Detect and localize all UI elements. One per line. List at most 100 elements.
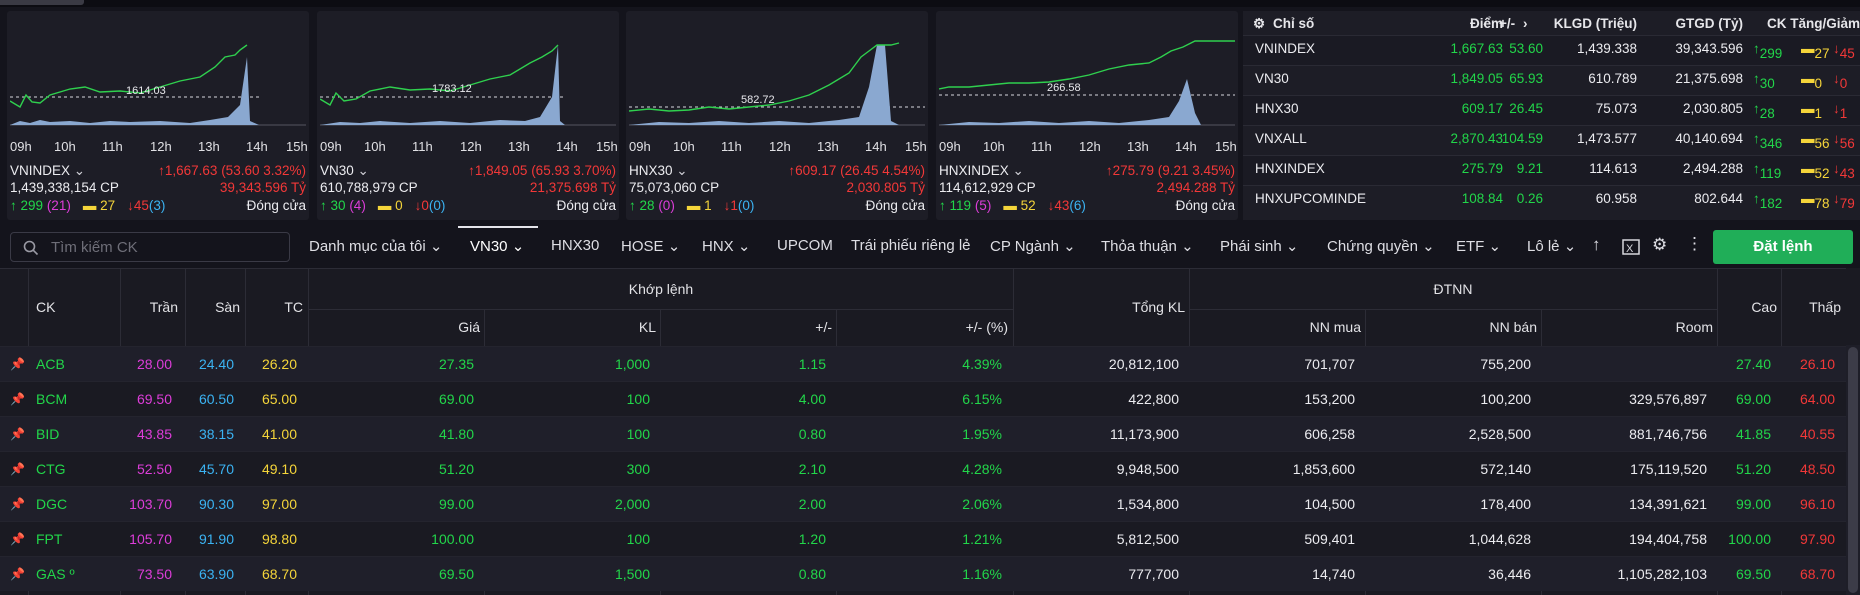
gear-icon[interactable]: ⚙ xyxy=(1652,235,1668,254)
pin-icon[interactable]: 📌 xyxy=(10,532,25,546)
index-table-header: ⚙ Chỉ số Điểm ‹ +/- › KLGD (Triệu) GTGD … xyxy=(1253,16,1860,31)
intraday-chart: 1783.12 xyxy=(320,44,616,126)
col-cao[interactable]: Cao xyxy=(1751,299,1777,315)
pin-icon[interactable]: 📌 xyxy=(10,567,25,581)
col-tran[interactable]: Trần xyxy=(149,299,178,315)
price-board: CK Trần Sàn TC Khớp lệnh Giá KL +/- +/- … xyxy=(0,268,1860,595)
index-row[interactable]: HNXINDEX 275.79 9.21 114.613 2,494.288 ↑ 119 ▬… xyxy=(1243,155,1860,185)
cell-thap: 68.70 xyxy=(1799,566,1835,582)
tab-etf[interactable]: ETF ⌄ xyxy=(1456,238,1502,255)
card-value: 2,494.288 Tỷ xyxy=(1156,180,1235,195)
table-row[interactable]: 📌 GAS º 73.50 63.90 68.70 69.50 1,500 0.80 1.16%… xyxy=(0,556,1846,591)
chevron-down-icon[interactable]: ⌄ xyxy=(676,163,688,178)
time-axis: 09h 10h 11h 12h 13h 14h 15h xyxy=(629,139,927,154)
tab-thoa-thuan[interactable]: Thỏa thuận ⌄ xyxy=(1101,238,1194,255)
tab-lo-le[interactable]: Lô lẻ ⌄ xyxy=(1527,238,1577,255)
index-gtgd: 21,375.698 xyxy=(1675,71,1743,86)
tab-phai-sinh[interactable]: Phái sinh ⌄ xyxy=(1220,238,1299,255)
svg-text:1783.12: 1783.12 xyxy=(432,83,472,95)
more-vertical-icon[interactable]: ⋮ xyxy=(1686,234,1703,253)
index-card-vn30[interactable]: 1783.12 09h 10h 11h 12h 13h 14h 15h VN30 ⌄ ↑1,8… xyxy=(317,11,619,220)
scrollbar-thumb[interactable] xyxy=(1848,347,1858,593)
cell-gia: 51.20 xyxy=(438,461,474,477)
col-gia[interactable]: Giá xyxy=(458,319,480,335)
index-row[interactable]: HNXUPCOMINDE 108.84 0.26 60.958 802.644 ↑ 182… xyxy=(1243,185,1860,215)
col-nn-ban[interactable]: NN bán xyxy=(1489,319,1537,335)
col-nn-mua[interactable]: NN mua xyxy=(1309,319,1361,335)
col-san[interactable]: Sàn xyxy=(215,299,240,315)
table-row[interactable]: 📌 BID 43.85 38.15 41.00 41.80 100 0.80 1.95% 11,1… xyxy=(0,416,1846,451)
time-axis: 09h 10h 11h 12h 13h 14h 15h xyxy=(10,139,308,154)
excel-icon[interactable]: X xyxy=(1622,238,1640,256)
col-ck[interactable]: CK xyxy=(36,299,56,315)
tab-danh-muc[interactable]: Danh mục của tôi ⌄ xyxy=(309,238,443,255)
col-tong-kl[interactable]: Tổng KL xyxy=(1132,299,1185,315)
cell-tc: 97.00 xyxy=(261,496,297,512)
cell-gia: 27.35 xyxy=(438,356,474,372)
cell-gia: 41.80 xyxy=(438,426,474,442)
index-row[interactable]: VN30 1,849.05 65.93 610.789 21,375.698 ↑ 30 ▬ … xyxy=(1243,65,1860,95)
pin-icon[interactable]: 📌 xyxy=(10,392,25,406)
cell-pct: 4.28% xyxy=(962,461,1002,477)
index-up-count: ↑ 119 xyxy=(1753,161,1782,181)
chevron-right-icon[interactable]: › xyxy=(1523,16,1528,31)
table-row[interactable]: 📌 CTG 52.50 45.70 49.10 51.20 300 2.10 4.28% 9,94… xyxy=(0,451,1846,486)
col-kl[interactable]: KL xyxy=(638,319,656,335)
tab-cp-nganh[interactable]: CP Ngành ⌄ xyxy=(990,238,1076,255)
index-point: 2,870.43 xyxy=(1450,131,1503,146)
search-input[interactable]: Tìm kiếm CK xyxy=(10,232,290,262)
index-down-count: ↓ 45 xyxy=(1833,41,1855,61)
place-order-button[interactable]: Đặt lệnh xyxy=(1713,230,1853,264)
table-row[interactable]: 📌 BCM 69.50 60.50 65.00 69.00 100 4.00 6.15% 422,… xyxy=(0,381,1846,416)
scrollbar[interactable] xyxy=(1846,345,1860,595)
cell-tongkl: 5,812,500 xyxy=(1116,531,1179,547)
col-thap[interactable]: Thấp xyxy=(1809,299,1841,315)
tab-chung-quyen[interactable]: Chứng quyền ⌄ xyxy=(1327,238,1435,255)
index-card-hnxindex[interactable]: 266.58 09h 10h 11h 12h 13h 14h 15h HNXINDEX ⌄ ↑… xyxy=(936,11,1238,220)
chevron-down-icon[interactable]: ⌄ xyxy=(357,163,369,178)
cell-tongkl: 20,812,100 xyxy=(1108,356,1179,372)
col-tc[interactable]: TC xyxy=(284,299,303,315)
gear-icon[interactable]: ⚙ xyxy=(1253,16,1266,31)
index-row[interactable]: HNX30 609.17 26.45 75.073 2,030.805 ↑ 28 ▬ 1 ↓ … xyxy=(1243,95,1860,125)
index-card-hnx30[interactable]: 582.72 09h 10h 11h 12h 13h 14h 15h HNX30 ⌄ ↑609… xyxy=(626,11,928,220)
tab-hnx30[interactable]: HNX30 xyxy=(551,237,600,254)
table-row[interactable]: 📌 ACB 28.00 24.40 26.20 27.35 1,000 1.15 4.39% 20… xyxy=(0,346,1846,381)
chevron-down-icon[interactable]: ⌄ xyxy=(1012,163,1024,178)
svg-text:X: X xyxy=(1626,243,1634,255)
tab-trai-phieu[interactable]: Trái phiếu riêng lẻ xyxy=(851,237,971,254)
index-row[interactable]: VNXALL 2,870.43 104.59 1,473.577 40,140.694 ↑… xyxy=(1243,125,1860,155)
arrow-up-icon[interactable]: ↑ xyxy=(1592,235,1601,254)
cell-room: 194,404,758 xyxy=(1629,531,1707,547)
pin-icon[interactable]: 📌 xyxy=(10,357,25,371)
tab-upcom[interactable]: UPCOM xyxy=(777,237,833,254)
col-room[interactable]: Room xyxy=(1675,319,1713,335)
cell-nnmua: 104,500 xyxy=(1304,496,1355,512)
index-name: VNXALL xyxy=(1255,131,1307,146)
cell-chg: 1.15 xyxy=(798,356,826,372)
pin-icon[interactable]: 📌 xyxy=(10,462,25,476)
index-row[interactable]: VNINDEX 1,667.63 53.60 1,439.338 39,343.596 ↑… xyxy=(1243,35,1860,65)
index-change: 0.26 xyxy=(1516,191,1543,206)
cell-tongkl: 777,700 xyxy=(1128,566,1179,582)
table-row[interactable]: 📌 FPT 105.70 91.90 98.80 100.00 100 1.20 1.21% 5,… xyxy=(0,521,1846,556)
col-change[interactable]: +/- xyxy=(815,319,832,335)
card-value: 39,343.596 Tỷ xyxy=(219,180,306,195)
cell-pct: 2.06% xyxy=(962,496,1002,512)
index-change: 9.21 xyxy=(1516,161,1543,176)
col-change-pct[interactable]: +/- (%) xyxy=(965,319,1008,335)
table-row[interactable]: 📌 DGC 103.70 90.30 97.00 99.00 2,000 2.00 2.06% 1… xyxy=(0,486,1846,521)
index-card-vnindex[interactable]: 1614.03 09h 10h 11h 12h 13h 14h 15h VNINDEX ⌄ ↑… xyxy=(7,11,309,220)
chevron-left-icon[interactable]: ‹ xyxy=(1483,16,1488,31)
tab-hnx[interactable]: HNX ⌄ xyxy=(702,238,751,255)
pin-icon[interactable]: 📌 xyxy=(10,427,25,441)
chevron-down-icon[interactable]: ⌄ xyxy=(73,163,86,178)
tab-hose[interactable]: HOSE ⌄ xyxy=(621,238,681,255)
pin-icon[interactable]: 📌 xyxy=(10,497,25,511)
card-name: VNINDEX xyxy=(10,163,71,178)
chevron-down-icon: ⌄ xyxy=(1285,238,1299,255)
index-same-count: ▬ 1 xyxy=(1801,101,1823,121)
tab-vn30[interactable]: VN30 ⌄ xyxy=(470,238,525,255)
cell-san: 63.90 xyxy=(198,566,234,582)
cell-tc: 26.20 xyxy=(261,356,297,372)
